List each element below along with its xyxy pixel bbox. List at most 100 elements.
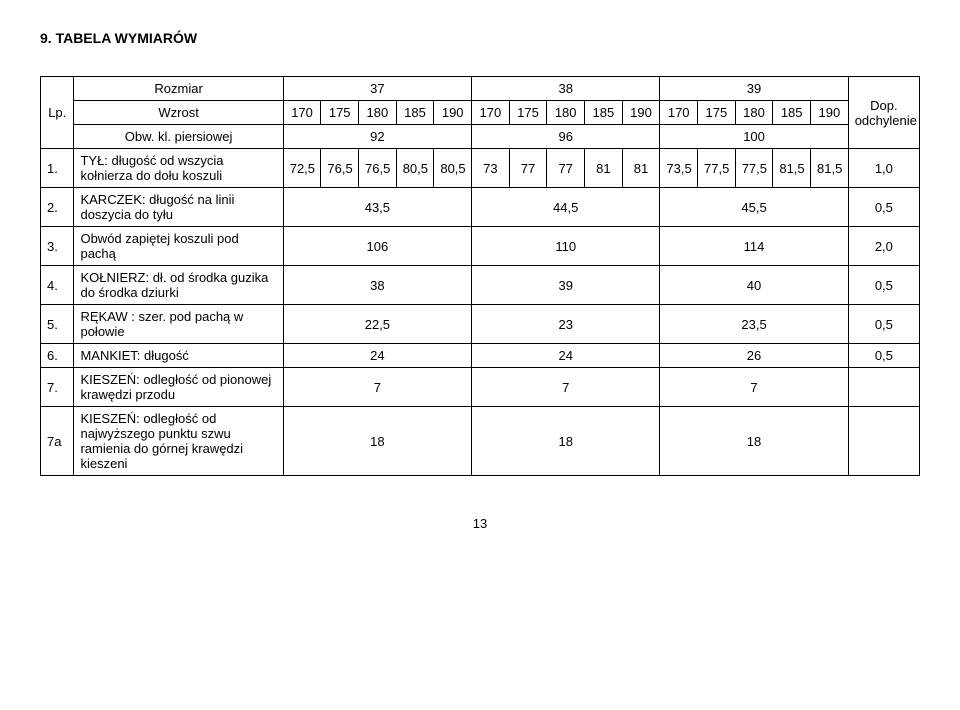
cell: 72,5	[283, 149, 321, 188]
cell: 7	[283, 368, 471, 407]
row-lp: 4.	[41, 266, 74, 305]
cell: 24	[283, 344, 471, 368]
cell: 38	[283, 266, 471, 305]
cell: 18	[472, 407, 660, 476]
row-dop: 0,5	[848, 344, 919, 368]
row-label: RĘKAW : szer. pod pachą w połowie	[74, 305, 283, 344]
obw-label: Obw. kl. piersiowej	[74, 125, 283, 149]
cell: 24	[472, 344, 660, 368]
page-number: 13	[40, 516, 920, 531]
row-lp: 3.	[41, 227, 74, 266]
cell: 81,5	[773, 149, 811, 188]
wz-5: 170	[472, 101, 510, 125]
wz-14: 190	[811, 101, 849, 125]
row-label: KIESZEŃ: odległość od najwyższego punktu…	[74, 407, 283, 476]
wz-3: 185	[396, 101, 434, 125]
obw-2: 100	[660, 125, 848, 149]
size-39: 39	[660, 77, 848, 101]
cell: 23,5	[660, 305, 848, 344]
dimensions-table: Lp. Rozmiar 37 38 39 Dop. odchylenie Wzr…	[40, 76, 920, 476]
row-dop	[848, 407, 919, 476]
cell: 106	[283, 227, 471, 266]
row-lp: 7a	[41, 407, 74, 476]
obw-0: 92	[283, 125, 471, 149]
header-row-wzrost: Wzrost 170 175 180 185 190 170 175 180 1…	[41, 101, 920, 125]
obw-1: 96	[472, 125, 660, 149]
cell: 23	[472, 305, 660, 344]
row-dop: 1,0	[848, 149, 919, 188]
header-row-rozmiar: Lp. Rozmiar 37 38 39 Dop. odchylenie	[41, 77, 920, 101]
table-row: 2.KARCZEK: długość na linii doszycia do …	[41, 188, 920, 227]
cell: 81	[585, 149, 623, 188]
table-row: 1.TYŁ: długość od wszycia kołnierza do d…	[41, 149, 920, 188]
wz-0: 170	[283, 101, 321, 125]
wz-6: 175	[509, 101, 547, 125]
table-row: 7aKIESZEŃ: odległość od najwyższego punk…	[41, 407, 920, 476]
cell: 81,5	[811, 149, 849, 188]
row-dop: 0,5	[848, 305, 919, 344]
table-row: 3.Obwód zapiętej koszuli pod pachą106110…	[41, 227, 920, 266]
cell: 43,5	[283, 188, 471, 227]
wz-12: 180	[735, 101, 773, 125]
cell: 40	[660, 266, 848, 305]
lp-header: Lp.	[41, 77, 74, 149]
table-row: 7.KIESZEŃ: odległość od pionowej krawędz…	[41, 368, 920, 407]
cell: 73	[472, 149, 510, 188]
wz-11: 175	[698, 101, 736, 125]
cell: 7	[660, 368, 848, 407]
row-lp: 5.	[41, 305, 74, 344]
row-dop: 0,5	[848, 266, 919, 305]
header-row-obw: Obw. kl. piersiowej 92 96 100	[41, 125, 920, 149]
cell: 80,5	[396, 149, 434, 188]
wz-10: 170	[660, 101, 698, 125]
row-lp: 6.	[41, 344, 74, 368]
cell: 26	[660, 344, 848, 368]
cell: 114	[660, 227, 848, 266]
cell: 80,5	[434, 149, 472, 188]
wzrost-label: Wzrost	[74, 101, 283, 125]
table-row: 4.KOŁNIERZ: dł. od środka guzika do środ…	[41, 266, 920, 305]
row-lp: 1.	[41, 149, 74, 188]
cell: 76,5	[321, 149, 359, 188]
cell: 73,5	[660, 149, 698, 188]
wz-9: 190	[622, 101, 660, 125]
row-label: KARCZEK: długość na linii doszycia do ty…	[74, 188, 283, 227]
cell: 76,5	[359, 149, 397, 188]
rozmiar-label: Rozmiar	[74, 77, 283, 101]
cell: 7	[472, 368, 660, 407]
table-row: 5.RĘKAW : szer. pod pachą w połowie22,52…	[41, 305, 920, 344]
row-label: KIESZEŃ: odległość od pionowej krawędzi …	[74, 368, 283, 407]
row-dop	[848, 368, 919, 407]
cell: 77,5	[735, 149, 773, 188]
cell: 18	[660, 407, 848, 476]
row-label: KOŁNIERZ: dł. od środka guzika do środka…	[74, 266, 283, 305]
wz-2: 180	[359, 101, 397, 125]
wz-7: 180	[547, 101, 585, 125]
wz-4: 190	[434, 101, 472, 125]
wz-1: 175	[321, 101, 359, 125]
cell: 77,5	[698, 149, 736, 188]
cell: 81	[622, 149, 660, 188]
cell: 110	[472, 227, 660, 266]
cell: 18	[283, 407, 471, 476]
row-dop: 0,5	[848, 188, 919, 227]
cell: 39	[472, 266, 660, 305]
row-dop: 2,0	[848, 227, 919, 266]
row-label: MANKIET: długość	[74, 344, 283, 368]
cell: 77	[509, 149, 547, 188]
wz-13: 185	[773, 101, 811, 125]
dop-header: Dop. odchylenie	[848, 77, 919, 149]
cell: 45,5	[660, 188, 848, 227]
cell: 22,5	[283, 305, 471, 344]
row-lp: 2.	[41, 188, 74, 227]
table-row: 6.MANKIET: długość2424260,5	[41, 344, 920, 368]
section-heading: 9. TABELA WYMIARÓW	[40, 30, 920, 46]
cell: 44,5	[472, 188, 660, 227]
row-lp: 7.	[41, 368, 74, 407]
wz-8: 185	[585, 101, 623, 125]
size-37: 37	[283, 77, 471, 101]
size-38: 38	[472, 77, 660, 101]
row-label: Obwód zapiętej koszuli pod pachą	[74, 227, 283, 266]
cell: 77	[547, 149, 585, 188]
row-label: TYŁ: długość od wszycia kołnierza do doł…	[74, 149, 283, 188]
